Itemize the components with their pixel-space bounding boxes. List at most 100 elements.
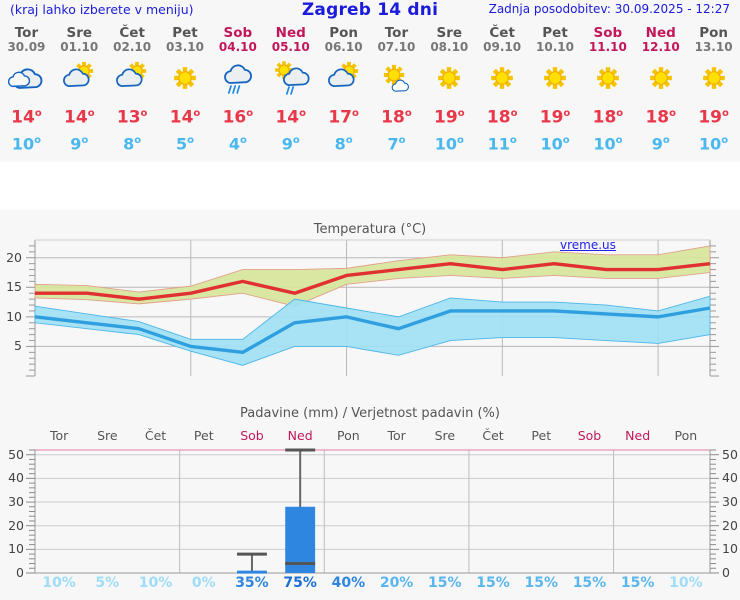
precip-probability-4: 35% <box>235 575 269 591</box>
temp-ytick-10: 10 <box>6 308 22 324</box>
sunny-icon <box>163 58 207 100</box>
temp-min: 10o <box>540 133 570 153</box>
day-date: 08.10 <box>430 40 469 54</box>
temp-min: 10o <box>11 133 41 153</box>
temp-max: 19o <box>698 107 729 128</box>
precip-probability-1: 5% <box>95 575 120 591</box>
precip-ytick-right-50: 50 <box>722 446 738 462</box>
day-date: 09.10 <box>483 40 522 54</box>
precip-day-label-11: Sob <box>577 428 602 443</box>
day-name: Sre <box>436 25 463 41</box>
day-column-07.10[interactable]: Tor 07.10 18o 7o <box>370 26 423 162</box>
precip-probability-7: 20% <box>379 575 414 591</box>
day-date: 01.10 <box>60 40 99 54</box>
temp-ytick-5: 5 <box>14 338 22 354</box>
temp-max: 14o <box>64 107 95 128</box>
day-column-06.10[interactable]: Pon 06.10 17o 8o <box>317 26 370 162</box>
temp-max: 19o <box>434 107 465 128</box>
temp-max: 18o <box>592 107 624 128</box>
precip-day-label-3: Pet <box>193 428 214 443</box>
sun-rain-icon <box>269 58 313 100</box>
day-column-11.10[interactable]: Sob 11.10 18o 10o <box>581 26 634 162</box>
temp-max: 14o <box>169 107 201 128</box>
day-column-05.10[interactable]: Ned 05.10 14o 9o <box>264 26 317 162</box>
partly-sunny-icon <box>57 58 101 100</box>
daily-summary-band <box>0 18 740 162</box>
day-column-08.10[interactable]: Sre 08.10 19o 10o <box>423 26 476 162</box>
day-name: Sre <box>66 25 93 41</box>
precipitation-chart-band <box>0 400 740 600</box>
temp-max: 13o <box>116 107 148 128</box>
sunny-icon <box>692 58 736 100</box>
day-column-04.10[interactable]: Sob 04.10 16o 4o <box>211 26 264 162</box>
precip-day-label-13: Pon <box>674 428 698 443</box>
precip-day-label-1: Sre <box>97 428 118 443</box>
cloudy-icon <box>4 58 48 100</box>
temp-max: 16o <box>222 107 254 128</box>
temp-max: 14o <box>11 107 42 128</box>
precip-ytick-left-10: 10 <box>8 541 24 557</box>
precip-day-label-0: Tor <box>49 428 69 443</box>
day-column-01.10[interactable]: Sre 01.10 14o 9o <box>53 26 106 162</box>
precipitation-chart-title: Padavine (mm) / Verjetnost padavin (%) <box>240 406 500 421</box>
precip-ytick-left-30: 30 <box>8 494 24 510</box>
sunny-icon <box>586 58 630 100</box>
day-column-12.10[interactable]: Ned 12.10 18o 9o <box>634 26 687 162</box>
sunny-icon <box>480 58 524 100</box>
precip-ytick-right-10: 10 <box>722 541 738 557</box>
precip-ytick-right-40: 40 <box>722 470 738 486</box>
watermark: vreme.us <box>560 238 616 252</box>
day-column-30.09[interactable]: Tor 30.09 14o 10o <box>0 26 53 162</box>
day-date: 10.10 <box>536 40 574 54</box>
sunny-icon <box>533 58 577 100</box>
day-column-03.10[interactable]: Pet 03.10 14o 5o <box>159 26 212 162</box>
temp-max: 18o <box>381 107 412 128</box>
precip-day-label-5: Ned <box>287 428 313 443</box>
day-date: 05.10 <box>271 40 310 54</box>
temp-min: 9o <box>651 133 670 153</box>
day-date: 11.10 <box>588 40 627 54</box>
temp-min: 4o <box>228 133 247 153</box>
temp-min: 10o <box>699 133 729 153</box>
day-name: Pet <box>172 25 198 41</box>
precip-ytick-left-40: 40 <box>8 470 24 486</box>
day-column-02.10[interactable]: Čet 02.10 13o 8o <box>106 26 159 162</box>
day-date: 02.10 <box>113 40 152 54</box>
day-date: 06.10 <box>324 40 363 54</box>
precip-ytick-left-0: 0 <box>16 565 24 580</box>
precip-day-label-2: Čet <box>144 428 167 443</box>
day-column-09.10[interactable]: Čet 09.10 18o 11o <box>476 26 529 162</box>
day-name: Pon <box>699 25 728 41</box>
temperature-chart-title: Temperatura (°C) <box>313 222 427 237</box>
sunny-icon <box>427 58 471 100</box>
day-name: Sob <box>593 25 623 41</box>
day-name: Pet <box>542 25 568 41</box>
sunny-icon <box>639 58 683 100</box>
day-name: Čet <box>489 25 515 41</box>
temp-min: 5o <box>176 133 195 153</box>
temp-max: 14o <box>275 107 306 128</box>
temp-min: 8o <box>334 133 353 153</box>
day-name: Ned <box>275 25 306 41</box>
day-column-13.10[interactable]: Pon 13.10 19o 10o <box>687 26 740 162</box>
temp-min: 10o <box>434 133 464 153</box>
precip-day-label-8: Sre <box>434 428 456 443</box>
temp-min: 11o <box>487 133 517 153</box>
day-column-10.10[interactable]: Pet 10.10 19o 10o <box>529 26 582 162</box>
sunny-small-cloud-icon <box>374 58 418 100</box>
day-date: 13.10 <box>694 40 733 54</box>
precip-probability-12: 15% <box>620 575 655 591</box>
partly-sunny-icon <box>110 58 154 100</box>
precip-probability-5: 75% <box>283 575 317 591</box>
precip-day-label-4: Sob <box>240 428 264 443</box>
precip-ytick-left-50: 50 <box>8 446 24 462</box>
header-band <box>0 0 740 18</box>
temp-max: 17o <box>328 107 359 128</box>
day-date: 04.10 <box>218 40 257 54</box>
day-name: Sob <box>223 25 253 41</box>
precip-probability-0: 10% <box>42 575 76 591</box>
temp-min: 10o <box>593 133 623 153</box>
daily-forecast-grid: Tor 30.09 14o 10o Sre 01.10 14o 9o Čet 02.10 13… <box>0 26 740 162</box>
rain-icon <box>216 58 260 100</box>
